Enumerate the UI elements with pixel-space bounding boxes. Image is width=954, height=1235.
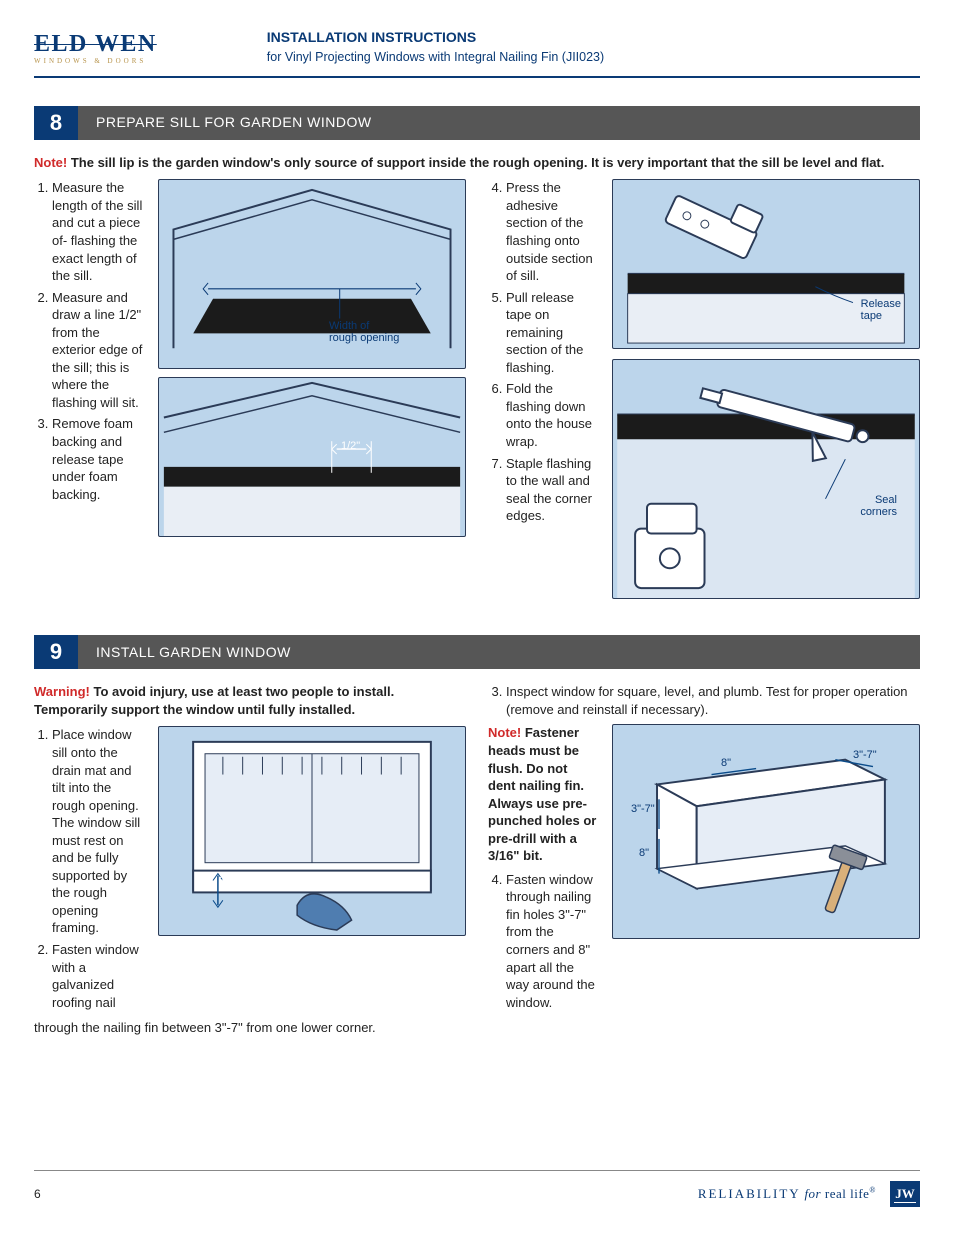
fig3-label: Release tape: [861, 298, 901, 322]
section9-note2: Note! Fastener heads must be flush. Do n…: [488, 724, 598, 864]
section9-columns: Warning! To avoid injury, use at least t…: [34, 683, 920, 1036]
figure-half-inch: 1/2": [158, 377, 466, 537]
fig6-label-d2: 8": [721, 757, 731, 769]
tagline-b: for: [804, 1186, 821, 1201]
section9-left-steps-wrap: Place window sill onto the drain mat and…: [34, 726, 144, 1015]
section8-number: 8: [34, 106, 78, 140]
section9-right-note-block: Note! Fastener heads must be flush. Do n…: [488, 724, 598, 1015]
page-number: 6: [34, 1186, 41, 1202]
note2-label: Note!: [488, 725, 521, 740]
fig2-label: 1/2": [341, 440, 360, 452]
figure-release-tape: Release tape: [612, 179, 920, 349]
section9-bar: 9 INSTALL GARDEN WINDOW: [34, 635, 920, 669]
section9-warning: Warning! To avoid injury, use at least t…: [34, 683, 466, 718]
section9-number: 9: [34, 635, 78, 669]
section8-title: PREPARE SILL FOR GARDEN WINDOW: [78, 106, 920, 140]
page-footer: 6 RELIABILITY for real life® JW: [34, 1170, 920, 1207]
step-item: Measure the length of the sill and cut a…: [52, 179, 144, 284]
section9-right-step3-list: Inspect window for square, level, and pl…: [488, 683, 920, 718]
section9-note2-text: Fastener heads must be flush. Do not den…: [488, 725, 596, 863]
jw-mark-icon: JW: [890, 1181, 920, 1207]
step-item: Fasten window through nailing fin holes …: [506, 871, 598, 1011]
header-title: INSTALLATION INSTRUCTIONS: [267, 28, 604, 47]
tagline-a: RELIABILITY: [698, 1186, 801, 1201]
fig1-label: Width of rough opening: [329, 320, 399, 344]
step-item: Place window sill onto the drain mat and…: [52, 726, 144, 937]
section9-left-col: Warning! To avoid injury, use at least t…: [34, 683, 466, 1036]
brand-logo: ELD WEN WINDOWS & DOORS: [34, 28, 157, 65]
section8-note: Note! The sill lip is the garden window'…: [34, 154, 920, 172]
fig6-label-b: 8": [639, 847, 649, 859]
step-item: Staple flashing to the wall and seal the…: [506, 455, 598, 525]
header-subtitle: for Vinyl Projecting Windows with Integr…: [267, 49, 604, 66]
section9-left-tail: through the nailing fin between 3"-7" fr…: [34, 1019, 466, 1037]
figure-fasten-window: 3"-7" 8" 8" 3"-7": [612, 724, 920, 939]
section8-columns: Measure the length of the sill and cut a…: [34, 179, 920, 599]
section9-left-steps: Place window sill onto the drain mat and…: [34, 726, 144, 1011]
section8-right-col: Press the adhesive section of the flashi…: [488, 179, 920, 599]
fig5-label: 3"-7": [219, 875, 243, 887]
note-label: Note!: [34, 155, 67, 170]
section8-right-steps-wrap: Press the adhesive section of the flashi…: [488, 179, 598, 528]
section9-right-col: Inspect window for square, level, and pl…: [488, 683, 920, 1036]
step-item: Remove foam backing and release tape und…: [52, 415, 144, 503]
footer-tagline: RELIABILITY for real life®: [698, 1185, 876, 1203]
step-item: Fold the flashing down onto the house wr…: [506, 380, 598, 450]
section9-title: INSTALL GARDEN WINDOW: [78, 635, 920, 669]
warning-label: Warning!: [34, 684, 90, 699]
section8-left-steps: Measure the length of the sill and cut a…: [34, 179, 144, 503]
section8-note-text: The sill lip is the garden window's only…: [71, 155, 885, 170]
section8-left-steps-wrap: Measure the length of the sill and cut a…: [34, 179, 144, 507]
figure-place-window: 3"-7": [158, 726, 466, 936]
step-item: Press the adhesive section of the flashi…: [506, 179, 598, 284]
section8-left-col: Measure the length of the sill and cut a…: [34, 179, 466, 599]
section9: 9 INSTALL GARDEN WINDOW Warning! To avoi…: [34, 635, 920, 1036]
step-item: Pull release tape on remaining section o…: [506, 289, 598, 377]
figure-seal-corners: Seal corners: [612, 359, 920, 599]
logo-sub-text: WINDOWS & DOORS: [34, 58, 157, 65]
section8-right-steps: Press the adhesive section of the flashi…: [488, 179, 598, 524]
fig6-label-c: 3"-7": [853, 749, 877, 761]
logo-main-text: ELD WEN: [34, 32, 157, 56]
step-item: Fasten window with a galvanized roofing …: [52, 941, 144, 1011]
fig6-label-a: 3"-7": [631, 803, 655, 815]
step-item: Inspect window for square, level, and pl…: [506, 683, 920, 718]
page-header: ELD WEN WINDOWS & DOORS INSTALLATION INS…: [34, 28, 920, 78]
figure-sill-width: Width of rough opening: [158, 179, 466, 369]
footer-right: RELIABILITY for real life® JW: [698, 1181, 920, 1207]
section9-right-step4-list: Fasten window through nailing fin holes …: [488, 871, 598, 1011]
tagline-c: real life: [825, 1186, 870, 1201]
header-text-block: INSTALLATION INSTRUCTIONS for Vinyl Proj…: [267, 28, 604, 66]
step-item: Measure and draw a line 1/2" from the ex…: [52, 289, 144, 412]
section8-bar: 8 PREPARE SILL FOR GARDEN WINDOW: [34, 106, 920, 140]
fig4-label: Seal corners: [860, 494, 897, 518]
